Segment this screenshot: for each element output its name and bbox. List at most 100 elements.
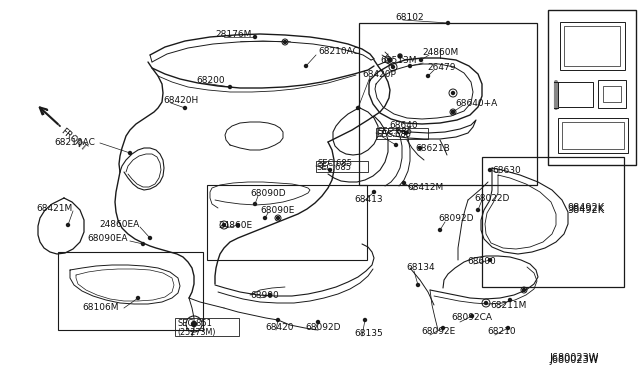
Circle shape [470,314,474,317]
Text: SEC.685: SEC.685 [317,163,352,171]
Text: 26479: 26479 [427,62,456,71]
Circle shape [284,41,287,44]
Circle shape [398,54,402,58]
Circle shape [404,131,408,135]
Circle shape [276,318,280,321]
Bar [558,82,593,107]
Text: 68421M: 68421M [36,203,72,212]
Text: 68092CA: 68092CA [451,314,492,323]
Circle shape [372,190,376,193]
Text: 98492K: 98492K [567,205,604,215]
Text: 68630: 68630 [492,166,521,174]
Circle shape [264,217,266,219]
Text: J680023W: J680023W [549,353,598,363]
Bar [562,122,624,149]
Circle shape [417,283,419,286]
Circle shape [394,144,397,147]
Text: 68102: 68102 [395,13,424,22]
Circle shape [451,110,454,113]
Text: 28176M: 28176M [215,29,252,38]
Circle shape [237,224,239,227]
Circle shape [148,237,152,240]
Text: 68621B: 68621B [415,144,450,153]
Text: FRONT: FRONT [59,126,88,153]
Text: SEC.685: SEC.685 [377,129,412,138]
Circle shape [477,208,479,212]
Circle shape [253,35,257,38]
Circle shape [447,22,449,25]
Circle shape [223,224,225,227]
Circle shape [67,224,70,227]
Text: SEC.685: SEC.685 [318,158,353,167]
Text: 68210AC: 68210AC [318,46,359,55]
Text: 68210: 68210 [487,327,516,337]
Text: 24860EA: 24860EA [99,219,140,228]
Bar [482,157,624,287]
Circle shape [356,106,360,109]
Text: 68600: 68600 [467,257,496,266]
Bar [58,252,203,330]
Circle shape [392,65,394,68]
Bar [603,86,621,102]
Text: 68106M: 68106M [82,302,118,311]
Text: SEC.685: SEC.685 [378,126,413,135]
Circle shape [276,217,280,219]
Text: (25273M): (25273M) [177,327,216,337]
Text: 68090E: 68090E [260,205,294,215]
Circle shape [488,169,492,171]
Text: 68092D: 68092D [305,323,340,331]
Text: 68900: 68900 [250,291,279,299]
Bar [175,318,239,336]
Circle shape [253,202,257,205]
Text: 68210AC: 68210AC [54,138,95,147]
Text: 68640+A: 68640+A [455,99,497,108]
Bar [560,22,625,70]
Circle shape [509,298,511,301]
Text: 68134: 68134 [406,263,435,273]
Text: J680023W: J680023W [549,355,598,365]
Bar [207,185,367,260]
Bar [376,128,428,139]
Circle shape [438,228,442,231]
Text: 68200: 68200 [196,76,225,84]
Text: 68135: 68135 [354,328,383,337]
Circle shape [305,64,307,67]
Circle shape [442,327,445,330]
Text: 68022D: 68022D [474,193,509,202]
Bar [564,26,620,66]
Bar [598,80,626,108]
Circle shape [451,92,454,94]
Bar [548,10,636,165]
Circle shape [328,169,332,171]
Text: 68092D: 68092D [438,214,474,222]
Circle shape [388,58,392,62]
Text: 68420H: 68420H [163,96,198,105]
Text: 98492K: 98492K [567,203,604,213]
Text: 24860M: 24860M [422,48,458,57]
Bar [316,161,368,172]
Circle shape [269,294,271,296]
Text: 68420: 68420 [265,323,294,331]
Bar [558,118,628,153]
Text: 68412M: 68412M [407,183,444,192]
Circle shape [191,321,196,327]
Circle shape [184,106,186,109]
Circle shape [522,289,525,292]
Circle shape [484,301,488,305]
Circle shape [419,147,422,150]
Circle shape [364,318,367,321]
Text: 24860E: 24860E [218,221,252,230]
Circle shape [193,323,195,326]
Circle shape [488,259,492,262]
Text: 68092E: 68092E [421,327,455,337]
Bar [359,23,537,185]
Text: 68413: 68413 [354,195,383,203]
Text: 68090EA: 68090EA [87,234,127,243]
Circle shape [136,296,140,299]
Text: SEC.851: SEC.851 [177,318,212,327]
Circle shape [408,64,412,67]
Circle shape [403,182,406,185]
Text: 68513M: 68513M [380,55,417,64]
Text: 68090D: 68090D [250,189,285,198]
Circle shape [426,74,429,77]
